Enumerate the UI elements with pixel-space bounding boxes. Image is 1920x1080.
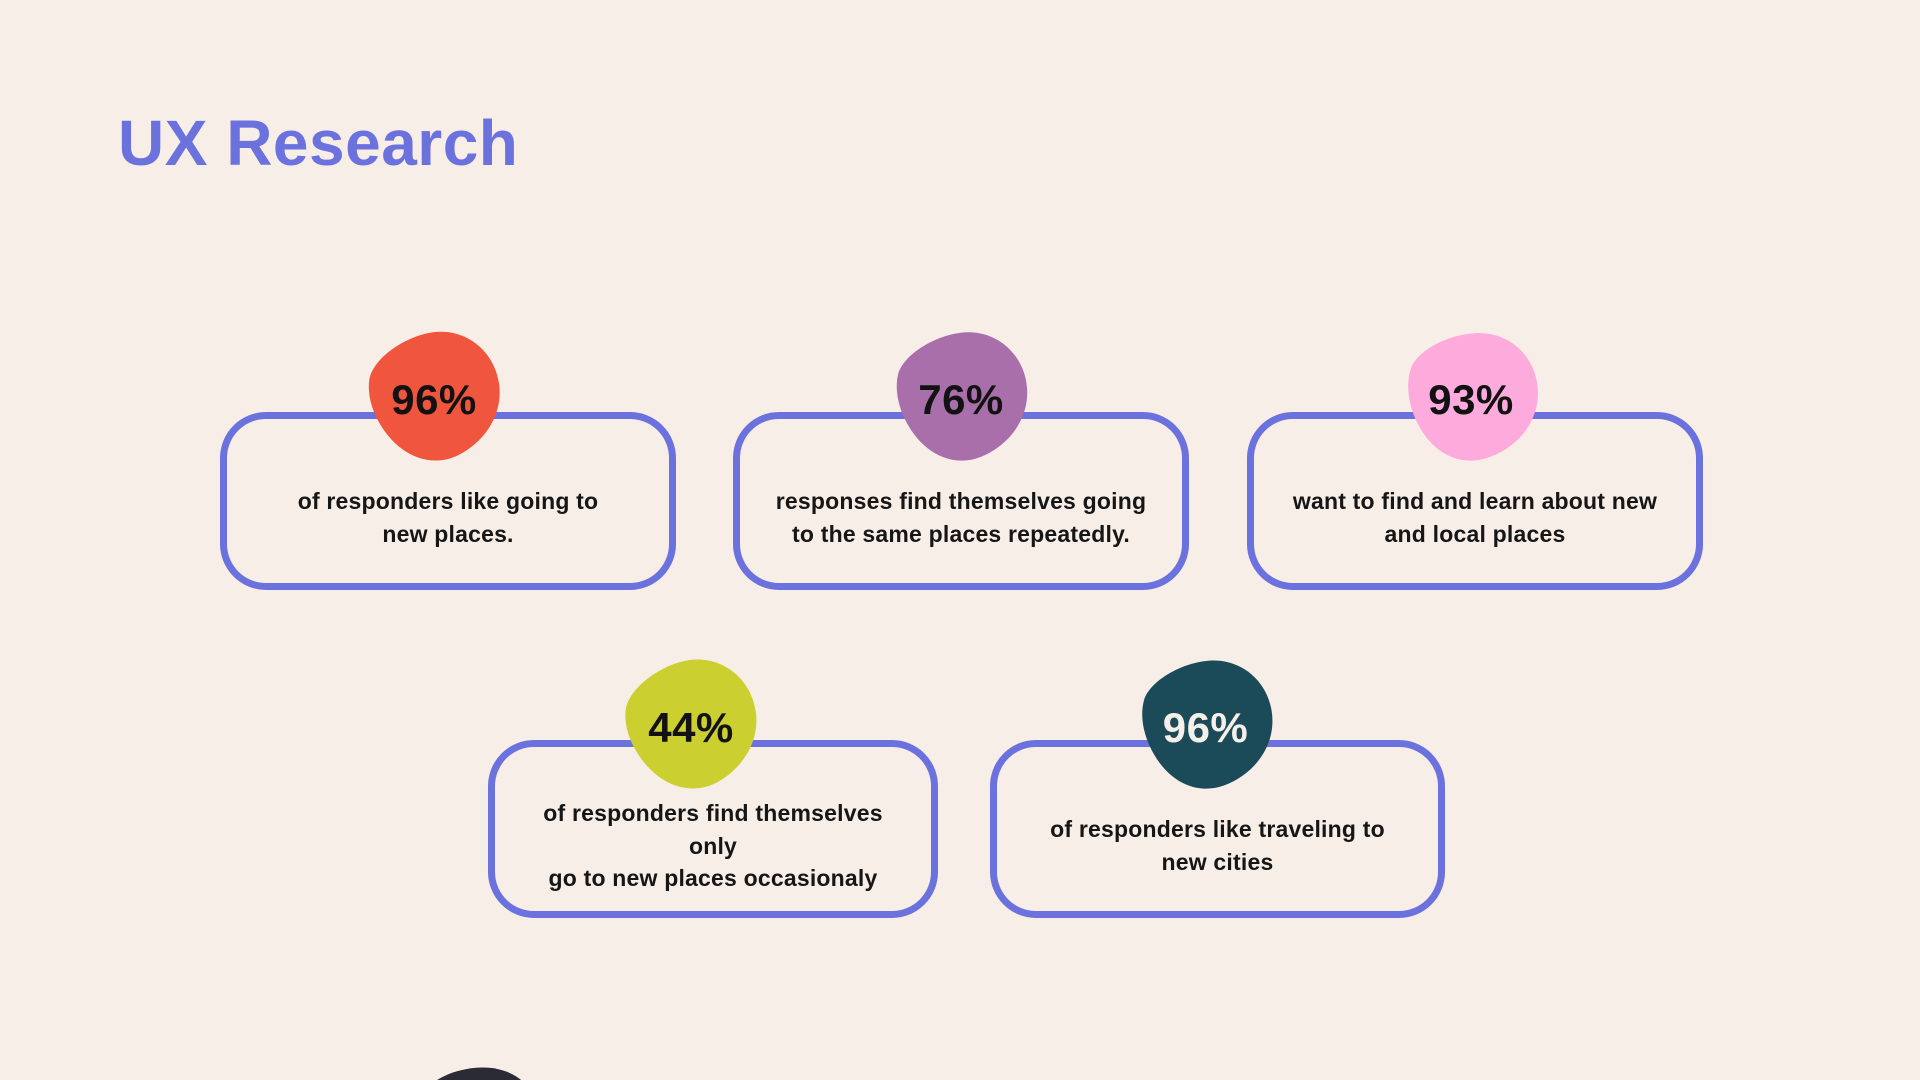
stat-card: 76% responses find themselves going to t… — [733, 332, 1189, 590]
percentage-value: 96% — [1162, 704, 1249, 751]
stat-description: of responders like going to new places. — [297, 488, 599, 547]
stat-card: 44% of responders find themselves only g… — [488, 659, 938, 918]
blob-shape-icon — [1408, 333, 1538, 461]
percentage-value: 44% — [648, 704, 734, 751]
percentage-value: 96% — [391, 376, 477, 423]
page-title: UX Research — [118, 107, 519, 179]
percentage-value: 76% — [918, 376, 1004, 423]
stat-description: responses find themselves going to the s… — [775, 488, 1147, 547]
percentage-blob: 96% — [1131, 657, 1281, 799]
stat-card: 93% want to find and learn about new and… — [1247, 333, 1703, 590]
stat-description: want to find and learn about new and loc… — [1292, 488, 1658, 547]
stat-description: of responders like traveling to new citi… — [1050, 816, 1385, 875]
stat-card: 96% of responders like traveling to new … — [990, 660, 1445, 918]
stat-card: 96% of responders like going to new plac… — [220, 331, 676, 590]
blob-shape-icon — [896, 332, 1028, 461]
percentage-blob: 76% — [886, 329, 1036, 471]
stat-description: of responders find themselves only go to… — [543, 800, 883, 892]
percentage-blob: 44% — [616, 657, 766, 799]
percentage-blob: 96% — [359, 329, 509, 471]
percentage-value: 93% — [1428, 376, 1514, 423]
blob-shape-icon — [625, 659, 757, 789]
percentage-blob: 93% — [1396, 329, 1546, 471]
blob-shape-icon — [368, 331, 500, 461]
bottom-edge-decor-blob — [412, 1063, 534, 1080]
blob-shape-icon — [1141, 660, 1272, 789]
